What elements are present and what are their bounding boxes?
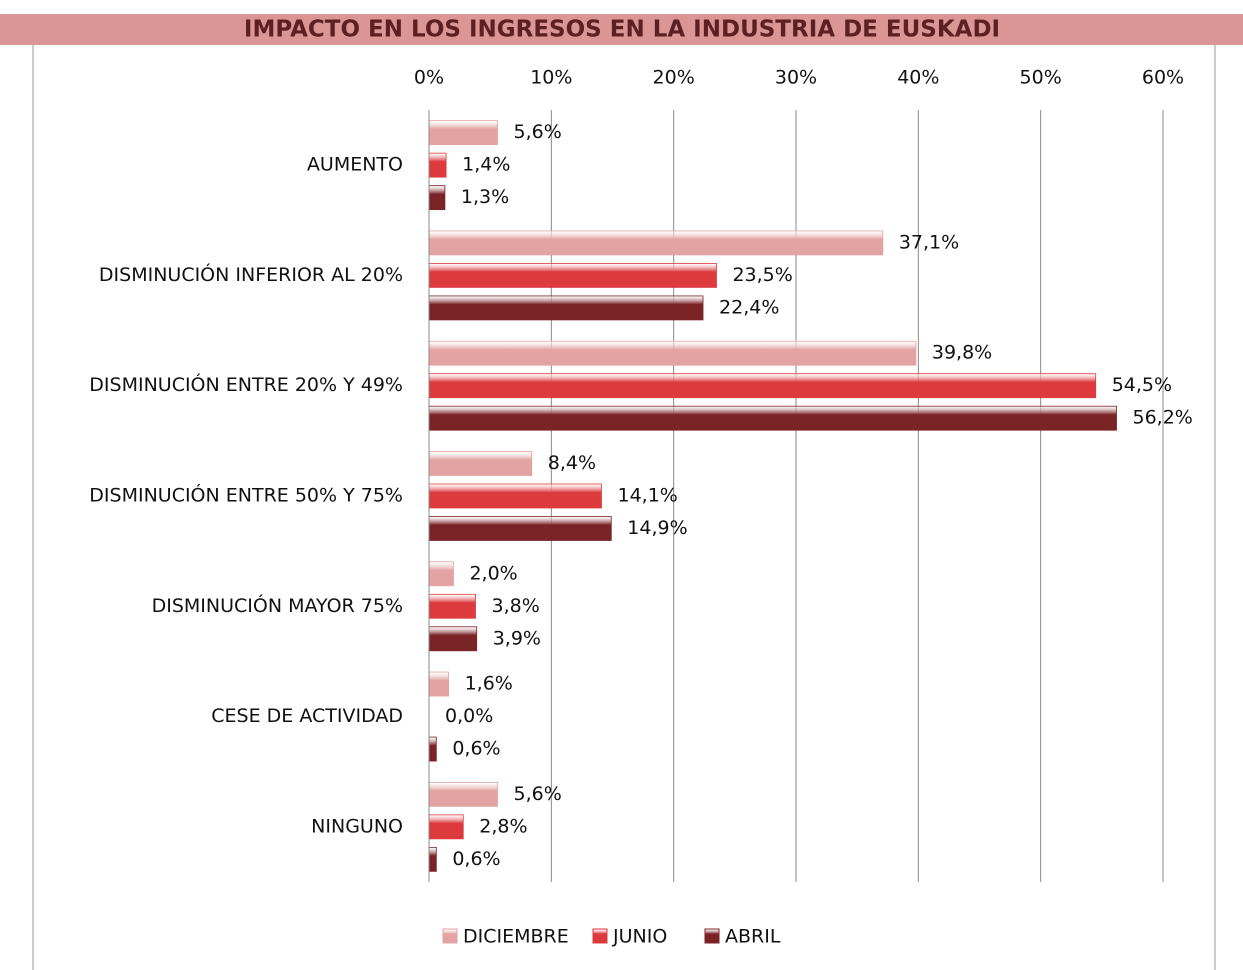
value-label: 1,3% — [461, 186, 509, 208]
bar — [428, 593, 476, 619]
chart-title: IMPACTO EN LOS INGRESOS EN LA INDUSTRIA … — [244, 17, 1000, 43]
y-tick-label: DISMINUCIÓN INFERIOR AL 20% — [99, 262, 403, 286]
value-label: 14,1% — [617, 485, 677, 507]
bar — [428, 814, 464, 840]
bar — [428, 626, 478, 652]
bar — [428, 340, 917, 366]
bar — [428, 483, 602, 509]
bar — [428, 736, 437, 762]
bar — [428, 846, 437, 872]
y-tick-label: DISMINUCIÓN ENTRE 20% Y 49% — [89, 372, 403, 396]
x-tick-label: 60% — [1142, 67, 1184, 89]
y-tick-label: DISMINUCIÓN ENTRE 50% Y 75% — [89, 483, 403, 507]
bar — [428, 295, 704, 321]
x-tick-label: 20% — [653, 67, 695, 89]
value-label: 0,6% — [452, 738, 500, 760]
bar — [428, 152, 447, 178]
legend-swatch — [704, 928, 720, 944]
value-label: 54,5% — [1112, 374, 1172, 396]
bar — [428, 230, 884, 256]
value-label: 0,0% — [445, 705, 493, 727]
legend-label: DICIEMBRE — [463, 926, 569, 948]
bar — [428, 781, 498, 807]
bar — [428, 671, 449, 697]
value-label: 14,9% — [627, 517, 687, 539]
value-label: 56,2% — [1133, 407, 1193, 429]
x-tick-label: 10% — [530, 67, 572, 89]
value-label: 3,9% — [493, 627, 541, 649]
bar — [428, 561, 454, 587]
legend-label: JUNIO — [612, 926, 667, 948]
value-label: 2,0% — [469, 562, 517, 584]
legend-swatch — [592, 928, 608, 944]
value-label: 39,8% — [932, 342, 992, 364]
bar — [428, 373, 1097, 399]
value-label: 1,6% — [465, 673, 513, 695]
title-band — [0, 14, 1243, 45]
value-label: 5,6% — [514, 121, 562, 143]
value-label: 37,1% — [899, 231, 959, 253]
bar — [428, 405, 1117, 431]
value-label: 5,6% — [514, 783, 562, 805]
y-tick-label: AUMENTO — [307, 154, 403, 176]
value-label: 8,4% — [548, 452, 596, 474]
legend-label: ABRIL — [725, 926, 781, 948]
bar — [428, 120, 498, 146]
value-label: 0,6% — [452, 848, 500, 870]
y-tick-label: DISMINUCIÓN MAYOR 75% — [152, 593, 403, 617]
y-tick-label: NINGUNO — [311, 815, 403, 837]
legend-swatch — [442, 928, 458, 944]
value-label: 22,4% — [719, 296, 779, 318]
x-tick-label: 0% — [414, 67, 444, 89]
bar — [428, 516, 612, 541]
x-tick-label: 30% — [775, 67, 817, 89]
value-label: 1,4% — [462, 154, 510, 176]
value-label: 3,8% — [491, 595, 539, 617]
value-label: 2,8% — [479, 815, 527, 837]
y-tick-label: CESE DE ACTIVIDAD — [211, 705, 403, 727]
bar — [428, 263, 717, 288]
x-tick-label: 40% — [897, 67, 939, 89]
bar — [428, 185, 446, 211]
bar — [428, 451, 533, 476]
x-tick-label: 50% — [1020, 67, 1062, 89]
value-label: 23,5% — [732, 264, 792, 286]
